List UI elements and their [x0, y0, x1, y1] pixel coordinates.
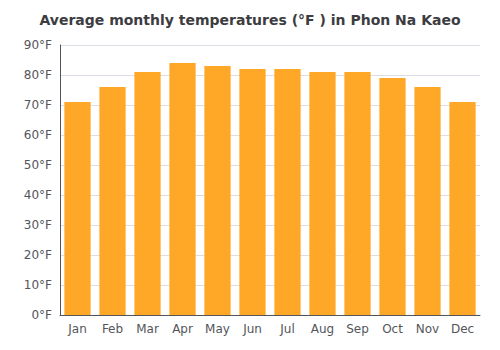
svg-text:20°F: 20°F — [24, 248, 52, 262]
svg-text:Jul: Jul — [279, 322, 294, 336]
svg-text:Aug: Aug — [311, 322, 334, 336]
svg-text:Oct: Oct — [382, 322, 403, 336]
svg-text:Apr: Apr — [172, 322, 193, 336]
svg-text:50°F: 50°F — [24, 158, 52, 172]
svg-text:70°F: 70°F — [24, 98, 52, 112]
svg-text:10°F: 10°F — [24, 278, 52, 292]
svg-text:May: May — [205, 322, 230, 336]
svg-text:30°F: 30°F — [24, 218, 52, 232]
svg-text:Nov: Nov — [416, 322, 439, 336]
svg-text:Jan: Jan — [67, 322, 87, 336]
svg-text:90°F: 90°F — [24, 38, 52, 52]
svg-text:Average monthly temperatures (: Average monthly temperatures (°F ) in Ph… — [39, 12, 461, 28]
svg-text:40°F: 40°F — [24, 188, 52, 202]
svg-text:Mar: Mar — [136, 322, 159, 336]
svg-text:Dec: Dec — [451, 322, 474, 336]
svg-text:Sep: Sep — [346, 322, 369, 336]
svg-text:Jun: Jun — [242, 322, 262, 336]
svg-text:60°F: 60°F — [24, 128, 52, 142]
svg-text:Feb: Feb — [102, 322, 123, 336]
svg-text:0°F: 0°F — [31, 308, 52, 322]
svg-text:80°F: 80°F — [24, 68, 52, 82]
